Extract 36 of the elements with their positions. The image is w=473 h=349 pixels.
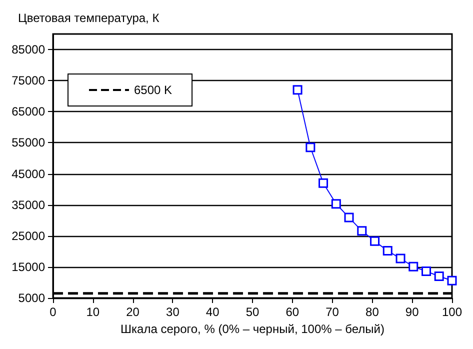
point [344, 212, 354, 222]
x-tick-label: 100 [442, 305, 462, 319]
y-tick-label: 15000 [12, 260, 46, 274]
y-tick-label: 75000 [12, 74, 46, 88]
y-axis-title: Цветовая температура, К [18, 11, 160, 25]
point [434, 272, 444, 282]
y-tick-label: 65000 [12, 104, 46, 119]
x-tick-label: 0 [50, 305, 57, 319]
x-tick-label: 70 [326, 305, 340, 319]
y-tick-label: 45000 [12, 166, 46, 181]
point [422, 266, 432, 276]
point [396, 254, 406, 264]
y-tick-label: 85000 [12, 42, 46, 57]
point [370, 236, 380, 246]
y-tick-label: 5000 [18, 291, 46, 305]
y-tick-label: 35000 [12, 198, 46, 212]
y-tick-label: 25000 [12, 228, 46, 243]
point [447, 276, 457, 286]
x-tick-label: 20 [126, 305, 140, 319]
legend-label: 6500 K [134, 83, 172, 97]
x-tick-label: 50 [246, 305, 260, 319]
point [306, 142, 316, 152]
x-tick-label: 40 [206, 305, 220, 319]
point [318, 178, 328, 188]
x-tick-label: 30 [166, 305, 180, 319]
point [408, 262, 418, 272]
point [292, 85, 302, 95]
point [331, 199, 341, 209]
point [357, 226, 367, 236]
x-tick-label: 60 [286, 305, 300, 319]
x-axis-title: Шкала серого, % (0% – черный, 100% – белый) [120, 322, 384, 336]
x-tick-label: 80 [366, 305, 380, 319]
point [382, 246, 392, 256]
y-tick-label: 55000 [12, 136, 46, 150]
x-tick-label: 10 [86, 305, 100, 319]
x-tick-label: 90 [405, 305, 420, 319]
